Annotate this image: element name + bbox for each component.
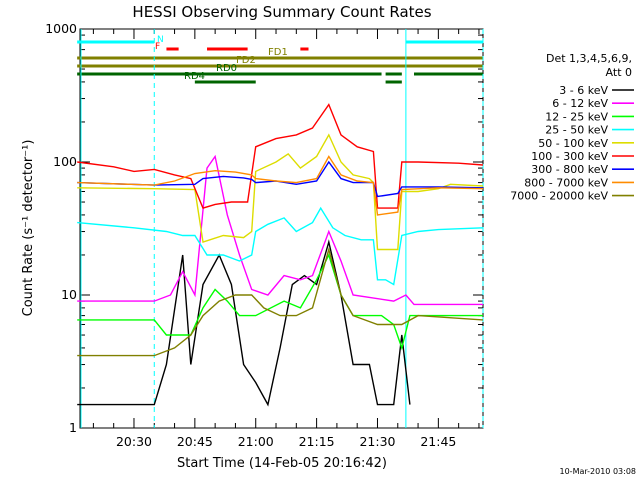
- legend-header-line2: Att 0: [606, 66, 632, 79]
- flag-label-f: F: [155, 42, 160, 52]
- y-tick-label: 1000: [45, 21, 77, 36]
- x-tick-label: 21:15: [299, 434, 335, 449]
- series-line-1: [77, 239, 411, 407]
- x-tick-label: 21:30: [359, 434, 395, 449]
- series-line-4: [77, 206, 484, 286]
- x-axis-label: Start Time (14-Feb-05 20:16:42): [177, 456, 387, 471]
- legend-label-4: 25 - 50 keV: [545, 124, 608, 137]
- legend-label-3: 12 - 25 keV: [545, 110, 608, 123]
- legend-label-1: 3 - 6 keV: [559, 84, 608, 97]
- y-tick-label: 100: [53, 154, 77, 169]
- y-tick-label: 1: [69, 420, 77, 435]
- y-axis-label: Count Rate (s⁻¹ detector⁻¹): [21, 140, 36, 317]
- plot-area: 1 10 100 1000 20:30 20:45 21:00 21:15 21:30 21:45…: [45, 21, 634, 449]
- legend-label-2: 6 - 12 keV: [552, 97, 608, 110]
- x-tick-label: 21:00: [238, 434, 274, 449]
- x-tick-label: 20:30: [116, 434, 152, 449]
- series-line-5: [77, 133, 484, 251]
- flag-label-fd1: FD1: [268, 47, 288, 58]
- legend-label-5: 50 - 100 keV: [538, 137, 608, 150]
- legend-label-6: 100 - 300 keV: [531, 150, 608, 163]
- x-tick-label: 21:45: [420, 434, 456, 449]
- legend-label-8: 800 - 7000 keV: [524, 176, 608, 189]
- series-line-2: [77, 154, 483, 306]
- y-tick-label: 10: [61, 287, 77, 302]
- legend-header-line1: Det 1,3,4,5,6,9,: [546, 52, 632, 65]
- legend-label-9: 7000 - 20000 keV: [510, 190, 608, 203]
- legend-label-7: 300 - 800 keV: [531, 163, 608, 176]
- series-line-9: [77, 246, 484, 357]
- x-tick-label: 20:45: [177, 434, 213, 449]
- footer-date: 10-Mar-2010 03:08: [560, 467, 637, 476]
- series-line-8: [77, 155, 484, 216]
- chart-title: HESSI Observing Summary Count Rates: [132, 3, 431, 21]
- flag-label-rd4: RD4: [184, 71, 205, 82]
- series-line-6: [77, 103, 484, 209]
- flag-label-rd0: RD0: [216, 63, 237, 74]
- flag-label-n: N: [157, 35, 164, 45]
- flag-label-fd2: FD2: [236, 55, 256, 66]
- series-line-7: [77, 160, 484, 198]
